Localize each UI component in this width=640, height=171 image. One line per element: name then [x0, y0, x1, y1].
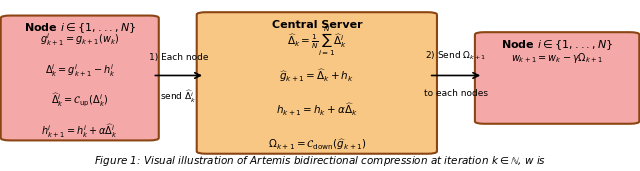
FancyBboxPatch shape — [1, 16, 159, 140]
Text: Node $i \in \{1,...,N\}$: Node $i \in \{1,...,N\}$ — [24, 21, 136, 35]
Text: send $\widehat{\Delta}^i_k$: send $\widehat{\Delta}^i_k$ — [161, 89, 197, 105]
Text: $g^i_{k+1} = g_{k+1}(w_k)$: $g^i_{k+1} = g_{k+1}(w_k)$ — [40, 31, 120, 48]
Text: $\widehat{g}_{k+1} = \widehat{\Delta}_k + h_k$: $\widehat{g}_{k+1} = \widehat{\Delta}_k … — [280, 67, 355, 84]
Text: 1) Each node: 1) Each node — [149, 53, 209, 62]
Text: $h^i_{k+1} = h^i_k + \alpha\widehat{\Delta}^i_k$: $h^i_{k+1} = h^i_k + \alpha\widehat{\Del… — [42, 122, 118, 140]
FancyBboxPatch shape — [196, 12, 437, 154]
Text: $\widehat{\Delta}^i_k = \mathcal{C}_{\mathrm{up}}(\Delta^i_k)$: $\widehat{\Delta}^i_k = \mathcal{C}_{\ma… — [51, 92, 108, 109]
Text: Central Server: Central Server — [271, 20, 362, 30]
Text: $h_{k+1} = h_k + \alpha\widehat{\Delta}_k$: $h_{k+1} = h_k + \alpha\widehat{\Delta}_… — [276, 102, 358, 119]
Text: to each nodes: to each nodes — [424, 89, 488, 98]
Text: $\Delta^i_k = g^i_{k+1} - h^i_k$: $\Delta^i_k = g^i_{k+1} - h^i_k$ — [45, 62, 115, 79]
Text: Figure 1: Visual illustration of Artemis bidirectional compression at iteration : Figure 1: Visual illustration of Artemis… — [94, 154, 546, 168]
FancyBboxPatch shape — [475, 32, 639, 124]
Text: Node $i \in \{1,...,N\}$: Node $i \in \{1,...,N\}$ — [501, 38, 613, 52]
Text: $\widehat{\Delta}_k = \frac{1}{N}\sum_{i=1}^{N}\widehat{\Delta}^i_k$: $\widehat{\Delta}_k = \frac{1}{N}\sum_{i… — [287, 25, 347, 58]
Text: $\Omega_{k+1} = \mathcal{C}_{\mathrm{down}}(\widehat{g}_{k+1})$: $\Omega_{k+1} = \mathcal{C}_{\mathrm{dow… — [268, 137, 366, 152]
Text: 2) Send $\Omega_{k+1}$: 2) Send $\Omega_{k+1}$ — [425, 50, 486, 62]
Text: $w_{k+1} = w_k - \gamma\Omega_{k+1}$: $w_{k+1} = w_k - \gamma\Omega_{k+1}$ — [511, 51, 604, 65]
